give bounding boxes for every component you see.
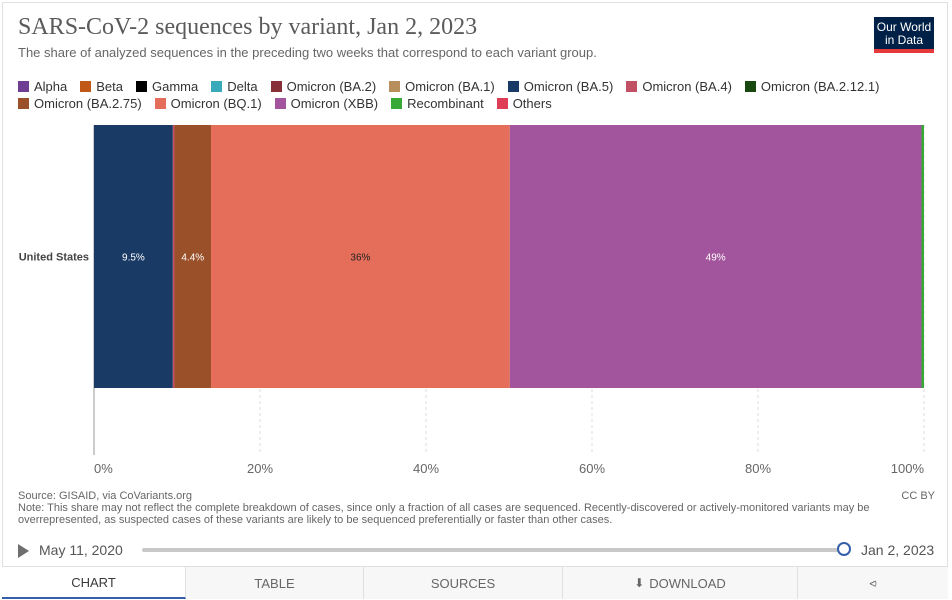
license-link[interactable]: CC BY (901, 490, 935, 502)
logo-line-2: in Data (884, 33, 924, 47)
legend-label: Omicron (BA.2.12.1) (760, 79, 880, 94)
legend-label: Omicron (XBB) (290, 96, 379, 111)
tab-sources-label: SOURCES (430, 575, 496, 591)
data-label: 9.5% (122, 253, 145, 264)
legend-swatch (270, 81, 282, 92)
play-icon[interactable] (18, 544, 29, 558)
legend-swatch (211, 81, 223, 92)
legend-swatch (626, 81, 638, 92)
legend-item[interactable]: Others (496, 96, 552, 111)
share-icon: ⪦ (869, 575, 877, 590)
x-tick-label: 0% (94, 461, 113, 476)
bottom-tabs: CHART TABLE SOURCES ⬇ DOWNLOAD ⪦ (2, 566, 948, 599)
legend-swatch (507, 81, 519, 92)
legend-label: Omicron (BA.4) (642, 79, 732, 94)
legend-row: Alpha Beta Gamma Delta Omicron (BA.2) Omicron… (18, 78, 918, 95)
legend-item[interactable]: Omicron (BA.2.12.1) (744, 79, 880, 94)
bar-segment (211, 125, 510, 388)
timeline-slider-handle[interactable] (837, 542, 851, 556)
x-tick-label: 100% (891, 461, 925, 476)
legend-row: Omicron (BA.2.75) Omicron (BQ.1) Omicron (… (18, 95, 918, 112)
legend-label: Gamma (152, 79, 199, 94)
tab-table[interactable]: TABLE (186, 567, 364, 599)
chart-title: SARS-CoV-2 sequences by variant, Jan 2, … (18, 14, 478, 40)
legend-item[interactable]: Recombinant (391, 96, 484, 111)
bar-segment (174, 125, 212, 388)
x-tick-label: 60% (579, 461, 605, 476)
legend-swatch (154, 98, 166, 109)
timeline-start-date: May 11, 2020 (39, 542, 123, 558)
legend-swatch (274, 98, 286, 109)
timeline-slider-track[interactable] (142, 548, 846, 552)
data-label: 36% (350, 253, 370, 264)
legend-swatch (136, 81, 147, 92)
legend-item[interactable]: Omicron (BA.5) (507, 79, 614, 94)
x-tick-label: 40% (413, 461, 439, 476)
legend-item[interactable]: Omicron (XBB) (274, 96, 379, 111)
legend-label: Omicron (BA.5) (523, 79, 614, 94)
timeline: May 11, 2020 Jan 2, 2023 (18, 540, 936, 560)
legend-swatch (80, 81, 92, 92)
legend-item[interactable]: Omicron (BA.1) (389, 79, 495, 94)
source-text: Source: GISAID, via CoVariants.org (18, 490, 193, 502)
bar-segment (94, 125, 173, 388)
x-tick-label: 20% (247, 461, 273, 476)
bar-segment (921, 125, 924, 388)
owid-logo[interactable]: Our World in Data (874, 17, 934, 53)
tab-chart[interactable]: CHART (2, 567, 186, 599)
x-tick-label: 80% (745, 461, 771, 476)
timeline-end-date: Jan 2, 2023 (861, 542, 935, 558)
stacked-bar-chart: 0% 20% 40% 60% 80% 100% United States 9.5% 4.4% 3… (19, 125, 925, 476)
bar-segment (509, 125, 922, 388)
tab-download[interactable]: ⬇ DOWNLOAD (563, 567, 798, 599)
legend-item[interactable]: Omicron (BA.4) (626, 79, 732, 94)
legend-swatch (744, 81, 756, 92)
download-icon: ⬇ (634, 576, 645, 590)
legend-label: Omicron (BA.2.75) (34, 96, 142, 111)
legend-label: Omicron (BA.1) (405, 79, 495, 94)
legend-item[interactable]: Beta (80, 79, 123, 94)
footer-notes: Source: GISAID, via CoVariants.org Note:… (18, 490, 878, 526)
legend-item[interactable]: Alpha (18, 79, 67, 94)
data-label: 49% (706, 253, 726, 264)
legend: Alpha Beta Gamma Delta Omicron (BA.2) Omicron… (18, 78, 918, 112)
y-category-label: United States (19, 252, 89, 264)
chart-subtitle: The share of analyzed sequences in the p… (18, 45, 597, 60)
legend-swatch (496, 98, 508, 109)
tab-sources[interactable]: SOURCES (364, 567, 563, 599)
legend-label: Alpha (34, 79, 68, 94)
note-text: Note: This share may not reflect the com… (18, 502, 870, 526)
tab-download-label: DOWNLOAD (649, 575, 726, 591)
legend-label: Others (512, 96, 552, 111)
logo-line-1: Our World (876, 20, 932, 34)
legend-item[interactable]: Omicron (BA.2.75) (18, 96, 142, 111)
legend-label: Beta (96, 79, 123, 94)
legend-label: Recombinant (407, 96, 484, 111)
tab-table-label: TABLE (254, 575, 295, 591)
legend-swatch (18, 98, 29, 109)
legend-item[interactable]: Omicron (BA.2) (270, 79, 377, 94)
legend-swatch (18, 81, 29, 92)
legend-label: Omicron (BA.2) (286, 79, 377, 94)
legend-swatch (391, 98, 403, 109)
share-button[interactable]: ⪦ (798, 567, 948, 599)
legend-item[interactable]: Gamma (136, 79, 198, 94)
bar-segment (172, 125, 175, 388)
logo-accent-bar (874, 49, 934, 53)
legend-item[interactable]: Delta (211, 79, 258, 94)
legend-item[interactable]: Omicron (BQ.1) (154, 96, 262, 111)
tab-chart-label: CHART (71, 574, 116, 590)
legend-swatch (389, 81, 401, 92)
legend-label: Omicron (BQ.1) (170, 96, 262, 111)
legend-label: Delta (227, 79, 258, 94)
data-label: 4.4% (181, 253, 204, 264)
